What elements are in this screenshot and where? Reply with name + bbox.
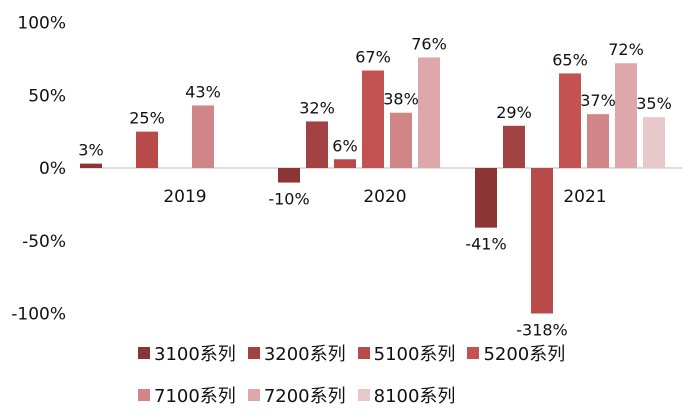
bar (278, 168, 300, 183)
data-label: -10% (268, 190, 309, 209)
bar (559, 73, 581, 168)
legend-swatch (138, 389, 150, 401)
data-label: 6% (332, 136, 357, 155)
legend-label: 8100系列 (373, 386, 456, 407)
data-label: 3% (78, 141, 103, 160)
data-label: 32% (299, 98, 335, 117)
data-label: 76% (411, 34, 447, 53)
legend-label: 7200系列 (263, 386, 346, 407)
legend-swatch (138, 347, 150, 359)
x-category-label: 2021 (563, 187, 606, 207)
data-label: 35% (636, 94, 672, 113)
data-label: 72% (608, 40, 644, 59)
y-tick-label: 0% (39, 159, 66, 179)
legend-swatch (357, 389, 370, 401)
bar (306, 121, 328, 168)
bar (615, 63, 637, 168)
data-label: 43% (185, 82, 221, 101)
bar (362, 70, 384, 168)
legend-label: 5100系列 (373, 344, 456, 365)
legend-swatch (467, 347, 480, 359)
data-label: -41% (465, 235, 506, 254)
data-label: 29% (496, 103, 532, 122)
legend-item: 5200系列 (467, 340, 565, 366)
legend-item: 5100系列 (357, 340, 456, 366)
legend-label: 5200系列 (483, 344, 566, 365)
data-label: 37% (580, 91, 616, 110)
legend-item: 7200系列 (247, 382, 346, 408)
bar (136, 131, 158, 168)
data-label: -318% (516, 321, 568, 340)
bar (503, 125, 525, 168)
y-tick-label: 50% (28, 86, 66, 106)
y-tick-label: 100% (17, 14, 66, 34)
bar (475, 168, 497, 228)
y-tick-label: -100% (11, 305, 66, 325)
bar (390, 112, 412, 168)
data-label: 67% (355, 48, 391, 67)
x-category-label: 2020 (363, 187, 406, 207)
bar (80, 163, 102, 168)
legend-swatch (247, 347, 260, 359)
data-label: 38% (383, 90, 419, 109)
legend: 3100系列 3200系列 5100系列 5200系列 7100系列 7200系列 8100… (138, 340, 598, 408)
legend-label: 3100系列 (154, 344, 236, 365)
legend-label: 7100系列 (154, 386, 236, 407)
bar (587, 114, 609, 168)
legend-item: 7100系列 (138, 382, 236, 408)
legend-item: 3100系列 (138, 340, 236, 366)
bar (192, 105, 214, 168)
legend-label: 3200系列 (263, 344, 346, 365)
legend-item: 3200系列 (247, 340, 346, 366)
legend-swatch (357, 347, 370, 359)
data-label: 25% (129, 109, 165, 128)
bar (418, 57, 440, 168)
bar (643, 117, 665, 168)
legend-item: 8100系列 (357, 382, 456, 408)
legend-swatch (247, 389, 260, 401)
bar (334, 159, 356, 168)
x-category-label: 2019 (163, 187, 206, 207)
bar (531, 168, 553, 314)
data-label: 65% (552, 50, 588, 69)
y-tick-label: -50% (22, 232, 66, 252)
